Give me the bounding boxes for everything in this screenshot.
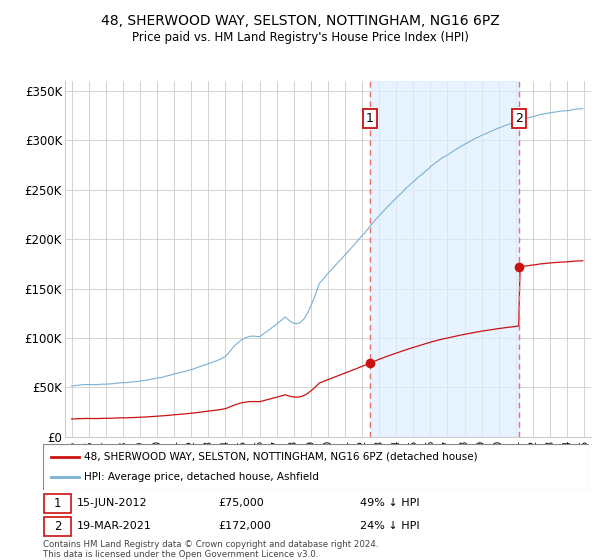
Text: 1: 1 [53,497,61,510]
FancyBboxPatch shape [44,517,71,536]
Text: 48, SHERWOOD WAY, SELSTON, NOTTINGHAM, NG16 6PZ: 48, SHERWOOD WAY, SELSTON, NOTTINGHAM, N… [101,14,499,28]
Text: 48, SHERWOOD WAY, SELSTON, NOTTINGHAM, NG16 6PZ (detached house): 48, SHERWOOD WAY, SELSTON, NOTTINGHAM, N… [84,451,478,461]
Text: Price paid vs. HM Land Registry's House Price Index (HPI): Price paid vs. HM Land Registry's House … [131,31,469,44]
Text: Contains HM Land Registry data © Crown copyright and database right 2024.
This d: Contains HM Land Registry data © Crown c… [43,540,379,559]
Text: 2: 2 [515,112,523,125]
Text: 2: 2 [53,520,61,533]
Text: 15-JUN-2012: 15-JUN-2012 [77,498,148,508]
Text: HPI: Average price, detached house, Ashfield: HPI: Average price, detached house, Ashf… [84,472,319,482]
Text: 19-MAR-2021: 19-MAR-2021 [77,521,152,531]
FancyBboxPatch shape [43,444,589,490]
Text: 24% ↓ HPI: 24% ↓ HPI [360,521,419,531]
Text: £172,000: £172,000 [218,521,271,531]
Text: £75,000: £75,000 [218,498,263,508]
Bar [370,81,520,437]
FancyBboxPatch shape [44,494,71,514]
Text: 1: 1 [366,112,374,125]
Text: 49% ↓ HPI: 49% ↓ HPI [360,498,419,508]
